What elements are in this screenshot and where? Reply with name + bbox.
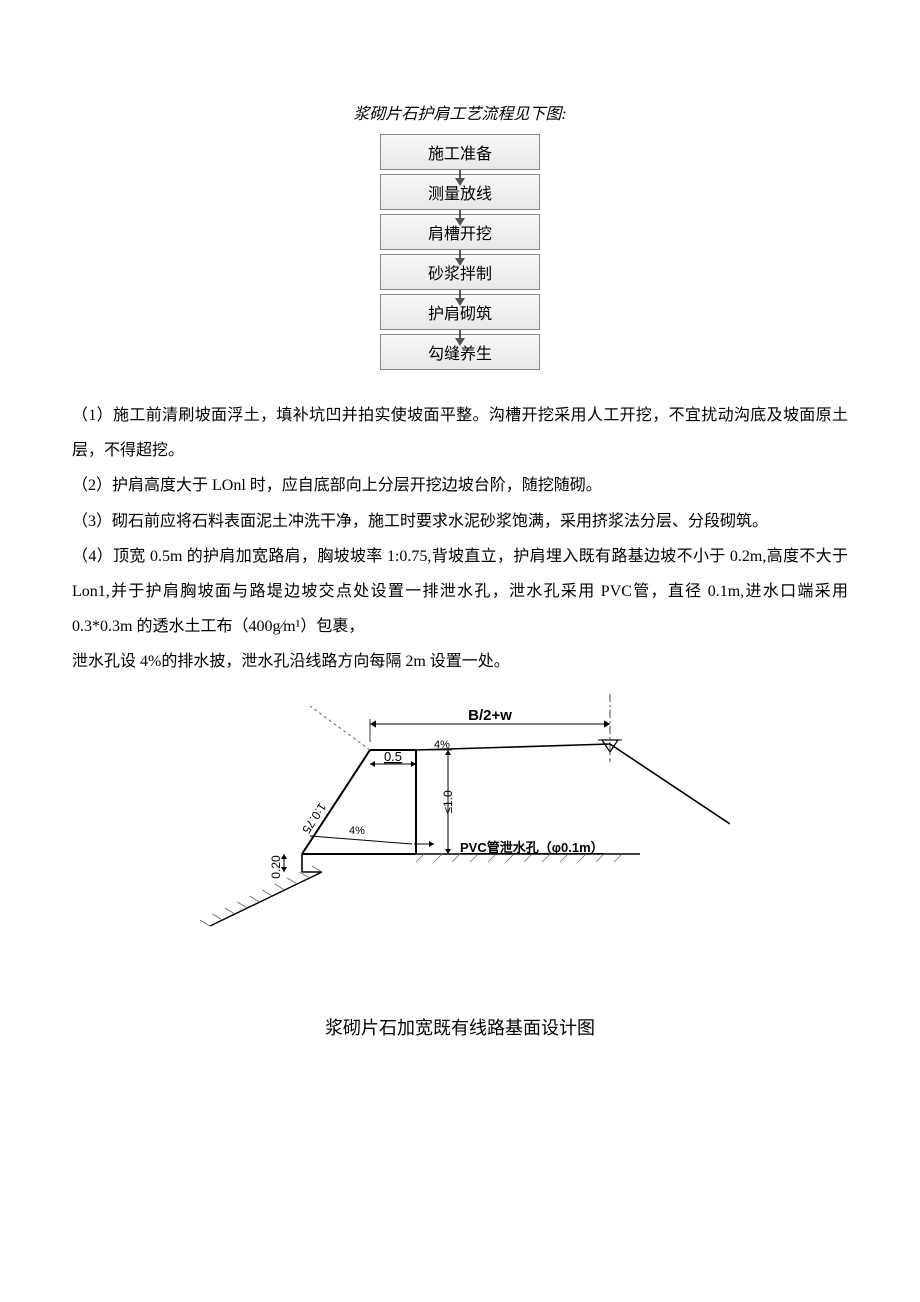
svg-text:PVC管泄水孔（φ0.1m）: PVC管泄水孔（φ0.1m） [460, 840, 604, 855]
paragraph-3: （3）砌石前应将石料表面泥土冲洗干净，施工时要求水泥砂浆饱满，采用挤浆法分层、分… [72, 504, 848, 539]
section-diagram: B/2+w4%0.51:0.754%≤1.00.20PVC管泄水孔（φ0.1m） [72, 694, 848, 934]
svg-text:4%: 4% [349, 825, 365, 837]
diagram-caption: 浆砌片石加宽既有线路基面设计图 [72, 1014, 848, 1040]
svg-text:≤1.0: ≤1.0 [441, 790, 455, 814]
paragraph-4: （4）顶宽 0.5m 的护肩加宽路肩，胸坡坡率 1:0.75,背坡直立，护肩埋入… [72, 539, 848, 645]
flow-step-0: 施工准备 [380, 134, 540, 170]
svg-text:4%: 4% [434, 739, 450, 751]
svg-text:0.5: 0.5 [384, 749, 402, 764]
paragraph-1: （1）施工前清刷坡面浮土，填补坑凹并拍实使坡面平整。沟槽开挖采用人工开挖，不宜扰… [72, 398, 848, 468]
paragraph-5: 泄水孔设 4%的排水披，泄水孔沿线路方向每隔 2m 设置一处。 [72, 644, 848, 679]
paragraph-2: （2）护肩高度大于 LOnl 时，应自底部向上分层开挖边坡台阶，随挖随砌。 [72, 468, 848, 503]
svg-text:B/2+w: B/2+w [468, 707, 512, 724]
svg-text:0.20: 0.20 [269, 854, 283, 878]
flowchart: 施工准备 测量放线 肩槽开挖 砂浆拌制 护肩砌筑 勾缝养生 [72, 134, 848, 370]
section-svg: B/2+w4%0.51:0.754%≤1.00.20PVC管泄水孔（φ0.1m） [190, 694, 730, 934]
flowchart-title: 浆砌片石护肩工艺流程见下图: [72, 100, 848, 124]
